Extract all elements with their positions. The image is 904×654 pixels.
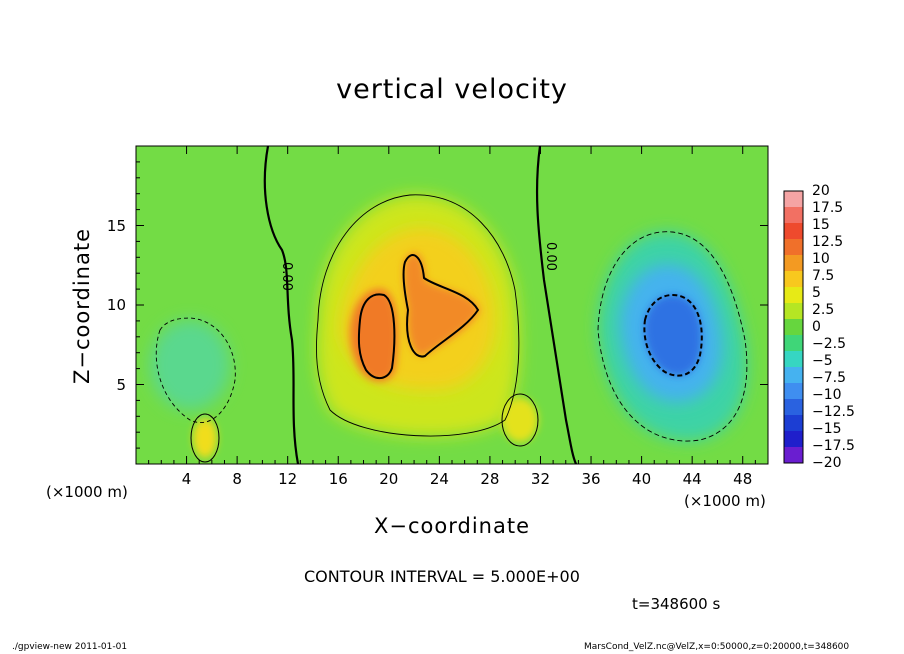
colorbar-swatch <box>784 319 803 335</box>
colorbar-label: −17.5 <box>812 438 855 454</box>
colorbar-frame <box>783 190 804 464</box>
colorbar-label: 10 <box>812 251 830 267</box>
x-unit-right: (×1000 m) <box>684 492 766 510</box>
colorbar-label: 7.5 <box>812 268 835 284</box>
x-tick-label: 24 <box>429 470 449 488</box>
x-tick-label: 40 <box>632 470 652 488</box>
colorbar-label: 12.5 <box>812 234 844 250</box>
y-tick-marks <box>136 161 768 449</box>
colorbar-label: 2.5 <box>812 302 835 318</box>
colorbar-swatch <box>784 415 803 431</box>
colorbar-swatch <box>784 447 803 463</box>
colorbar-swatch <box>784 191 803 207</box>
colorbar-label: 15 <box>812 217 830 233</box>
chart-title: vertical velocity <box>336 74 568 105</box>
colorbar-label: 5 <box>812 285 821 301</box>
weak-downdraft <box>150 320 230 410</box>
colorbar-label: 0 <box>812 319 821 335</box>
colorbar-label: −20 <box>812 455 842 471</box>
colorbar-swatch <box>784 255 803 271</box>
colorbar-label: −2.5 <box>812 336 846 352</box>
x-axis-label: X−coordinate <box>374 514 530 538</box>
contour-minus10 <box>643 294 703 377</box>
y-tick-label: 5 <box>116 375 126 394</box>
zero-contour-left <box>263 146 300 464</box>
contour-label-left: 0.00 <box>279 262 294 291</box>
colorbar-swatch <box>784 223 803 239</box>
updraft-core-right <box>403 252 480 356</box>
updraft-shallow <box>193 418 217 458</box>
contour-shallow-right <box>501 393 539 447</box>
x-unit-left: (×1000 m) <box>46 483 128 501</box>
colorbar-swatch <box>784 367 803 383</box>
contours <box>155 146 748 464</box>
x-tick-label: 20 <box>379 470 399 488</box>
contour-weak-down <box>155 317 236 424</box>
x-tick-label: 48 <box>733 470 753 488</box>
contour-10-right <box>402 254 480 358</box>
x-tick-label: 44 <box>682 470 702 488</box>
contour-shallow <box>190 413 220 463</box>
x-tick-label: 36 <box>581 470 601 488</box>
x-tick-label: 16 <box>328 470 348 488</box>
footer-left: ./gpview-new 2011-01-01 <box>12 642 128 652</box>
x-tick-label: 4 <box>181 470 192 488</box>
x-tick-label: 32 <box>530 470 551 488</box>
colorbar-swatch <box>784 303 803 319</box>
x-tick-label: 8 <box>232 470 242 488</box>
heatmap-field <box>136 146 768 464</box>
colorbar-swatch <box>784 383 803 399</box>
contour-interval-note: CONTOUR INTERVAL = 5.000E+00 <box>304 567 580 586</box>
colorbar-swatch <box>784 399 803 415</box>
colorbar-label: −12.5 <box>812 404 855 420</box>
contour-minus5 <box>597 231 748 442</box>
contour-10-left <box>357 293 396 379</box>
colorbar <box>783 190 804 464</box>
colorbar-swatch <box>784 287 803 303</box>
x-tick-label: 28 <box>480 470 500 488</box>
updraft-shallow-right <box>502 398 538 442</box>
colorbar-swatch <box>784 335 803 351</box>
colorbar-label: 17.5 <box>812 200 844 216</box>
colorbar-swatch <box>784 271 803 287</box>
x-tick-label: 12 <box>278 470 298 488</box>
zero-contour-right <box>535 146 578 464</box>
footer-right: MarsCond_VelZ.nc@VelZ,x=0:50000,z=0:2000… <box>584 642 850 652</box>
y-tick-label: 10 <box>106 296 126 314</box>
downdraft-core <box>644 295 702 376</box>
colorbar-label: −15 <box>812 421 842 437</box>
y-axis-label: Z−coordinate <box>70 228 94 384</box>
colorbar-label: −7.5 <box>812 370 846 386</box>
contour-label-right: 0.00 <box>543 242 558 271</box>
colorbar-swatch <box>784 431 803 447</box>
colorbar-label: 20 <box>812 183 830 199</box>
x-tick-marks <box>148 146 756 464</box>
colorbar-swatch <box>784 207 803 223</box>
contour-5 <box>315 194 520 437</box>
time-note: t=348600 s <box>632 595 721 613</box>
colorbar-label: −5 <box>812 353 833 369</box>
y-tick-label: 15 <box>106 216 126 235</box>
colorbar-swatch <box>784 351 803 367</box>
colorbar-label: −10 <box>812 387 842 403</box>
colorbar-swatch <box>784 239 803 255</box>
